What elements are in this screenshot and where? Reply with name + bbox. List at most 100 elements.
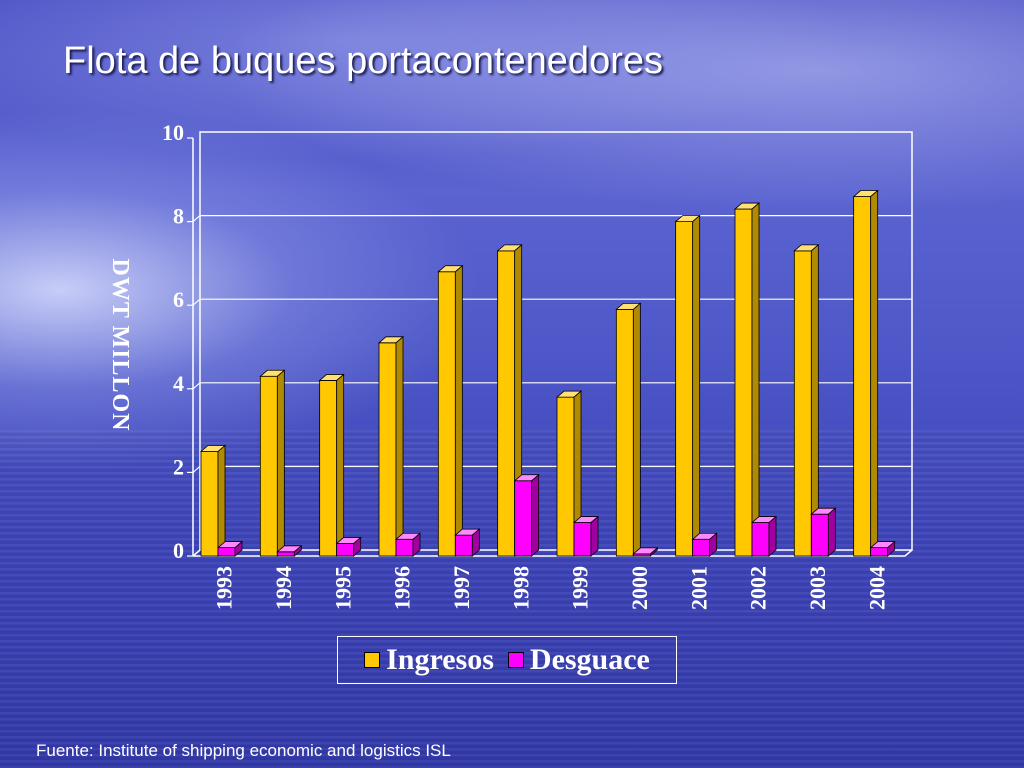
x-tick-label: 2004 bbox=[864, 566, 889, 610]
bar-ingresos-1994 bbox=[259, 369, 286, 557]
bar-side bbox=[709, 532, 718, 557]
slide-title: Flota de buques portacontenedores bbox=[63, 40, 663, 82]
bar-front bbox=[514, 480, 533, 557]
bar-front bbox=[395, 538, 414, 557]
bar-desguace-2000 bbox=[632, 547, 659, 557]
bar-desguace-1993 bbox=[216, 540, 244, 557]
bar-side bbox=[590, 515, 599, 557]
bar-front bbox=[734, 208, 753, 557]
bar-side bbox=[353, 536, 362, 557]
bar-front bbox=[319, 380, 338, 557]
bar-front bbox=[556, 396, 575, 557]
bar-side bbox=[412, 532, 421, 557]
bar-desguace-1999 bbox=[572, 515, 600, 557]
bar-ingresos-1993 bbox=[199, 444, 227, 557]
bar-ingresos-1996 bbox=[377, 335, 405, 557]
bar-ingresos-1995 bbox=[318, 373, 345, 557]
bar-side bbox=[276, 369, 285, 557]
bar-front bbox=[870, 547, 889, 557]
gridline-depth bbox=[192, 382, 201, 390]
bar-front bbox=[675, 221, 694, 557]
source-note: Fuente: Institute of shipping economic a… bbox=[36, 741, 451, 760]
bar-desguace-2001 bbox=[691, 532, 718, 557]
legend-item-ingresos: Ingresos bbox=[364, 643, 494, 677]
bar-side bbox=[870, 189, 879, 557]
bar-front bbox=[454, 534, 473, 557]
bar-front bbox=[259, 375, 278, 557]
bar-desguace-1995 bbox=[335, 536, 362, 557]
bar-ingresos-2000 bbox=[615, 302, 642, 557]
x-tick-label: 2003 bbox=[805, 566, 830, 610]
legend-swatch-ingresos bbox=[364, 652, 381, 668]
x-tick-label: 1996 bbox=[390, 566, 415, 610]
gridline-depth bbox=[192, 215, 201, 223]
x-tick-label: 2002 bbox=[746, 566, 771, 610]
bar-side bbox=[234, 540, 243, 557]
bar-side bbox=[395, 335, 404, 557]
y-tick-label: 0 bbox=[173, 538, 184, 563]
legend-swatch-desguace bbox=[507, 652, 524, 668]
bar-side bbox=[632, 302, 641, 557]
bar-side bbox=[531, 473, 540, 557]
bar-side bbox=[471, 528, 480, 557]
bar-ingresos-2004 bbox=[852, 189, 879, 557]
legend-label-ingresos: Ingresos bbox=[386, 643, 494, 676]
bar-front bbox=[437, 271, 456, 557]
bar-side bbox=[454, 264, 463, 557]
bar-side bbox=[649, 547, 658, 557]
plot-floor-edge-right bbox=[904, 549, 913, 557]
bar-front bbox=[573, 522, 592, 557]
y-tick-label: 2 bbox=[173, 454, 184, 479]
plot-floor-edge-left bbox=[192, 549, 201, 557]
bar-ingresos-2003 bbox=[793, 243, 820, 557]
bar-side bbox=[887, 540, 896, 557]
x-tick-label: 1999 bbox=[568, 566, 593, 610]
x-tick-label: 2001 bbox=[686, 566, 711, 610]
bar-front bbox=[692, 538, 711, 557]
bar-desguace-2003 bbox=[810, 507, 837, 557]
bar-front bbox=[336, 543, 355, 557]
x-tick-label: 2000 bbox=[627, 566, 652, 610]
bar-desguace-1997 bbox=[454, 528, 481, 557]
bar-desguace-1996 bbox=[394, 532, 422, 557]
bar-front bbox=[497, 250, 516, 557]
y-axis-label: DWT MILLON bbox=[107, 259, 133, 432]
x-tick-label: 1994 bbox=[271, 566, 296, 610]
bar-side bbox=[217, 444, 226, 557]
bar-side bbox=[692, 214, 701, 557]
y-tick-label: 4 bbox=[173, 371, 184, 396]
chart-legend: Ingresos Desguace bbox=[337, 636, 677, 684]
bar-side bbox=[768, 515, 777, 557]
bar-front bbox=[276, 551, 295, 557]
bar-ingresos-2001 bbox=[674, 214, 701, 557]
bar-desguace-2004 bbox=[869, 540, 896, 557]
bar-desguace-1994 bbox=[276, 544, 303, 557]
bar-desguace-1998 bbox=[513, 473, 540, 557]
x-tick-label: 1995 bbox=[330, 566, 355, 610]
y-tick-label: 6 bbox=[173, 287, 184, 312]
bar-front bbox=[615, 308, 634, 557]
x-tick-label: 1997 bbox=[449, 566, 474, 610]
bar-ingresos-2002 bbox=[733, 202, 761, 557]
bar-ingresos-1997 bbox=[437, 264, 464, 557]
gridline-depth bbox=[192, 298, 201, 306]
x-tick-label: 1993 bbox=[212, 566, 237, 610]
bar-front bbox=[793, 250, 812, 557]
bar-front bbox=[853, 196, 872, 557]
plot-frame bbox=[199, 131, 913, 551]
bar-side bbox=[751, 202, 760, 557]
legend-item-desguace: Desguace bbox=[507, 643, 650, 677]
bar-desguace-2002 bbox=[750, 515, 778, 557]
bar-front bbox=[810, 513, 829, 557]
y-tick-label: 10 bbox=[162, 120, 184, 145]
x-tick-label: 1998 bbox=[508, 566, 533, 610]
y-tick-label: 8 bbox=[173, 204, 184, 229]
bar-front bbox=[751, 522, 770, 557]
legend-label-desguace: Desguace bbox=[529, 643, 650, 676]
bar-side bbox=[827, 507, 836, 557]
bar-front bbox=[200, 451, 219, 557]
bar-side bbox=[336, 373, 345, 557]
bar-front bbox=[378, 342, 397, 557]
gridline-depth bbox=[192, 465, 201, 473]
